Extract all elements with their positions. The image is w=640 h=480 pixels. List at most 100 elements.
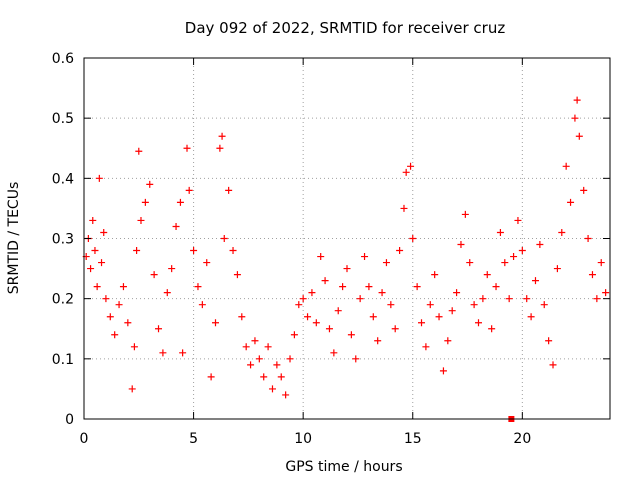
plot-frame <box>83 57 611 420</box>
data-point <box>137 216 145 224</box>
y-tick-label: 0.5 <box>52 111 74 127</box>
data-point <box>597 259 605 267</box>
data-point <box>141 198 149 206</box>
data-point <box>365 283 373 291</box>
data-point <box>479 295 487 303</box>
data-point <box>128 385 136 393</box>
data-point <box>514 216 522 224</box>
data-point <box>282 391 290 399</box>
x-tick-label: 5 <box>189 431 198 447</box>
data-point <box>100 228 108 236</box>
data-point <box>575 132 583 140</box>
data-point <box>584 235 592 242</box>
data-point <box>207 373 215 381</box>
data-point <box>571 114 579 122</box>
data-point <box>194 283 202 291</box>
data-point <box>396 247 404 255</box>
data-point <box>268 385 276 393</box>
data-point <box>402 168 410 176</box>
data-point <box>422 343 430 351</box>
data-point <box>510 253 518 261</box>
data-point <box>304 313 312 321</box>
data-point <box>190 247 198 255</box>
data-point <box>124 319 132 327</box>
data-point <box>457 241 465 249</box>
data-point <box>523 295 531 303</box>
x-tick-label: 15 <box>404 431 422 447</box>
data-point <box>562 162 570 170</box>
data-point <box>483 271 491 279</box>
data-point <box>435 313 443 321</box>
x-axis-label: GPS time / hours <box>285 459 402 475</box>
data-point <box>518 247 526 255</box>
data-point <box>203 259 211 267</box>
data-point <box>593 295 601 303</box>
data-point <box>374 337 382 345</box>
data-point <box>588 271 596 279</box>
data-point <box>531 277 539 285</box>
data-point <box>247 361 255 369</box>
data-point <box>168 265 176 273</box>
axis-ticks: 0 0.1 0.2 0.3 0.4 0.5 0.6 0 5 10 15 20 <box>52 51 610 447</box>
data-point <box>553 265 561 273</box>
data-point <box>312 319 320 327</box>
data-point <box>155 325 163 333</box>
x-tick-label: 20 <box>513 431 531 447</box>
data-point <box>150 271 158 279</box>
data-point <box>290 331 298 339</box>
data-point <box>492 283 500 291</box>
data-point <box>580 186 588 194</box>
chart-title: Day 092 of 2022, SRMTID for receiver cru… <box>185 19 506 37</box>
x-tick-label: 10 <box>294 431 312 447</box>
data-point <box>198 301 206 309</box>
data-point <box>321 277 329 285</box>
data-point <box>135 147 143 155</box>
x-tick-label: 0 <box>80 431 89 447</box>
y-tick-label: 0.2 <box>52 292 74 308</box>
data-point <box>133 247 141 255</box>
data-point <box>466 259 474 267</box>
data-point <box>361 253 369 261</box>
data-point <box>573 96 581 104</box>
y-tick-label: 0.4 <box>52 171 74 187</box>
data-point <box>91 247 99 255</box>
data-point <box>567 198 575 206</box>
data-point <box>536 241 544 249</box>
data-point <box>558 228 566 236</box>
data-point <box>277 373 285 381</box>
data-point <box>233 271 241 279</box>
data-point <box>111 331 119 339</box>
data-point <box>225 186 233 194</box>
data-point <box>98 259 106 267</box>
data-point <box>229 247 237 255</box>
data-point <box>251 337 259 345</box>
data-point <box>488 325 496 333</box>
data-point <box>409 235 417 242</box>
data-point <box>356 295 364 303</box>
y-tick-label: 0.3 <box>52 232 74 248</box>
data-point <box>238 313 246 321</box>
data-point <box>545 337 553 345</box>
data-point <box>461 210 469 218</box>
data-point <box>159 349 167 357</box>
data-point <box>95 174 103 182</box>
data-point <box>216 144 224 152</box>
data-point <box>106 313 114 321</box>
data-point <box>448 307 456 315</box>
data-point <box>527 313 535 321</box>
data-point <box>475 319 482 327</box>
data-point <box>444 337 452 345</box>
data-point <box>183 144 191 152</box>
data-point <box>413 283 421 291</box>
data-point <box>426 301 434 309</box>
data-point <box>540 301 548 309</box>
data-point <box>325 325 333 333</box>
data-point <box>407 162 415 170</box>
data-point <box>317 253 325 261</box>
data-point <box>218 132 226 140</box>
data-point <box>378 289 386 297</box>
data-point <box>163 289 171 297</box>
data-point <box>185 186 193 194</box>
data-point <box>176 198 184 206</box>
